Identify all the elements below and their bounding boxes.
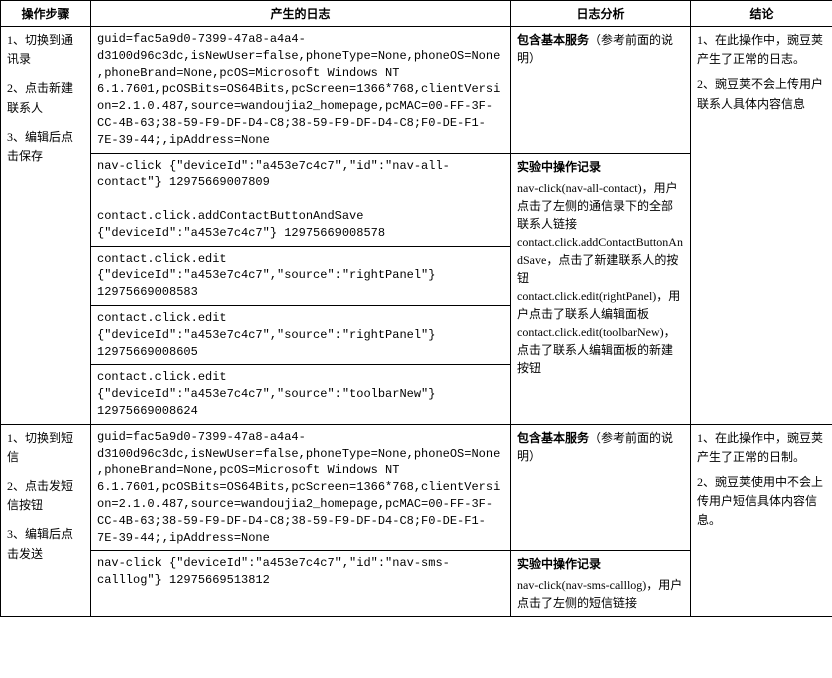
- conclusion-item: 1、在此操作中，豌豆荚产生了正常的日志。: [697, 31, 826, 69]
- log-cell: guid=fac5a9d0-7399-47a8-a4a4-d3100d96c3d…: [91, 27, 511, 154]
- log-cell: guid=fac5a9d0-7399-47a8-a4a4-d3100d96c3d…: [91, 424, 511, 551]
- analysis-title: 实验中操作记录: [517, 158, 684, 175]
- log-analysis-table: 操作步骤 产生的日志 日志分析 结论 1、切换到通讯录 2、点击新建联系人 3、…: [0, 0, 832, 617]
- step-item: 2、点击发短信按钮: [7, 477, 84, 515]
- col-log-header: 产生的日志: [91, 1, 511, 27]
- steps-cell: 1、切换到短信 2、点击发短信按钮 3、编辑后点击发送: [1, 424, 91, 617]
- log-cell: contact.click.edit {"deviceId":"a453e7c4…: [91, 365, 511, 424]
- analysis-cell: 包含基本服务（参考前面的说明）: [511, 424, 691, 551]
- analysis-title: 实验中操作记录: [517, 555, 684, 572]
- col-analysis-header: 日志分析: [511, 1, 691, 27]
- step-item: 3、编辑后点击保存: [7, 128, 84, 166]
- table-row: 1、切换到通讯录 2、点击新建联系人 3、编辑后点击保存 guid=fac5a9…: [1, 27, 832, 154]
- steps-cell: 1、切换到通讯录 2、点击新建联系人 3、编辑后点击保存: [1, 27, 91, 425]
- log-cell: contact.click.edit {"deviceId":"a453e7c4…: [91, 246, 511, 305]
- conclusion-item: 2、豌豆荚不会上传用户联系人具体内容信息: [697, 75, 826, 113]
- analysis-title: 包含基本服务: [517, 431, 589, 445]
- col-steps-header: 操作步骤: [1, 1, 91, 27]
- analysis-cell: 包含基本服务（参考前面的说明）: [511, 27, 691, 154]
- analysis-title: 包含基本服务: [517, 33, 589, 47]
- log-cell: nav-click {"deviceId":"a453e7c4c7","id":…: [91, 551, 511, 617]
- conclusion-cell: 1、在此操作中，豌豆荚产生了正常的日制。 2、豌豆荚使用中不会上传用户短信具体内…: [691, 424, 832, 617]
- table-row: 1、切换到短信 2、点击发短信按钮 3、编辑后点击发送 guid=fac5a9d…: [1, 424, 832, 551]
- analysis-body: nav-click(nav-sms-calllog)，用户点击了左侧的短信链接: [517, 576, 684, 612]
- step-item: 3、编辑后点击发送: [7, 525, 84, 563]
- log-cell: contact.click.edit {"deviceId":"a453e7c4…: [91, 305, 511, 364]
- step-item: 2、点击新建联系人: [7, 79, 84, 117]
- log-cell: nav-click {"deviceId":"a453e7c4c7","id":…: [91, 153, 511, 246]
- analysis-body: nav-click(nav-all-contact)，用户点击了左侧的通信录下的…: [517, 179, 684, 377]
- conclusion-cell: 1、在此操作中，豌豆荚产生了正常的日志。 2、豌豆荚不会上传用户联系人具体内容信…: [691, 27, 832, 425]
- header-row: 操作步骤 产生的日志 日志分析 结论: [1, 1, 832, 27]
- col-conclusion-header: 结论: [691, 1, 832, 27]
- conclusion-item: 1、在此操作中，豌豆荚产生了正常的日制。: [697, 429, 826, 467]
- analysis-cell: 实验中操作记录 nav-click(nav-all-contact)，用户点击了…: [511, 153, 691, 424]
- analysis-cell: 实验中操作记录 nav-click(nav-sms-calllog)，用户点击了…: [511, 551, 691, 617]
- step-item: 1、切换到通讯录: [7, 31, 84, 69]
- step-item: 1、切换到短信: [7, 429, 84, 467]
- conclusion-item: 2、豌豆荚使用中不会上传用户短信具体内容信息。: [697, 473, 826, 531]
